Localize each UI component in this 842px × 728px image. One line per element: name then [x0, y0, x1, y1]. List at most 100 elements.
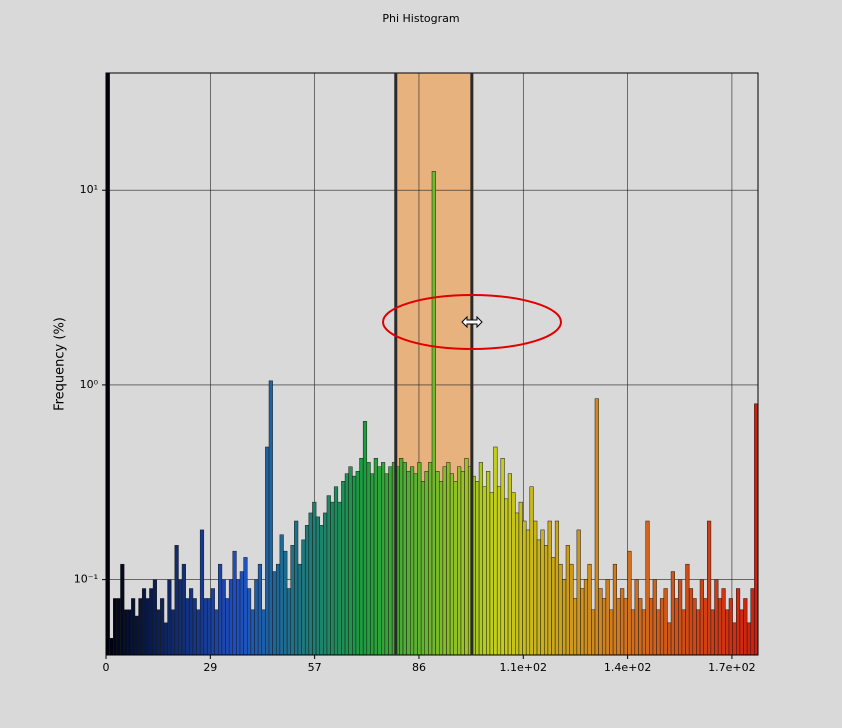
- bar: [562, 579, 567, 655]
- bar: [178, 579, 183, 655]
- bar: [123, 609, 128, 655]
- bar: [489, 492, 494, 655]
- bar: [670, 571, 675, 655]
- bar: [500, 458, 505, 655]
- bar: [707, 520, 712, 655]
- bar: [377, 466, 382, 655]
- bar: [381, 462, 386, 655]
- bar: [131, 598, 136, 655]
- bar: [402, 462, 407, 655]
- bar: [167, 579, 172, 655]
- bar: [232, 550, 237, 655]
- bar: [152, 579, 157, 655]
- bar: [112, 598, 118, 655]
- bar: [663, 588, 668, 655]
- bar: [352, 475, 357, 655]
- bar: [641, 609, 646, 655]
- bar: [692, 598, 697, 655]
- bar: [583, 579, 589, 655]
- bar: [507, 473, 512, 655]
- bar: [649, 598, 654, 655]
- bar: [333, 486, 339, 655]
- bar: [149, 588, 154, 655]
- bar: [189, 588, 194, 655]
- chart-title: Phi Histogram: [382, 12, 459, 25]
- bar: [192, 598, 197, 655]
- plot-frame: [105, 72, 759, 656]
- bar: [547, 520, 552, 655]
- bar: [515, 512, 520, 655]
- bar: [464, 458, 469, 655]
- bar: [529, 486, 534, 655]
- bar: [634, 579, 639, 655]
- x-tick-label: 57: [308, 661, 322, 674]
- bar: [247, 588, 252, 655]
- x-tick-label: 29: [203, 661, 217, 674]
- bar: [174, 545, 179, 655]
- x-tick-label: 1.4e+02: [604, 661, 651, 674]
- bar: [630, 609, 636, 655]
- bar: [540, 529, 545, 655]
- resize-cursor: [461, 315, 483, 329]
- bar: [558, 563, 563, 655]
- bar: [116, 598, 121, 655]
- bar: [373, 458, 378, 655]
- bar: [627, 550, 632, 655]
- y-axis-label: Frequency (%): [53, 317, 68, 411]
- bar: [554, 520, 560, 655]
- bar: [453, 481, 458, 655]
- bar: [250, 609, 255, 655]
- bar: [366, 462, 371, 655]
- bar: [656, 609, 661, 655]
- bar: [587, 563, 592, 655]
- bar: [591, 609, 596, 655]
- bar: [370, 473, 375, 655]
- bar: [645, 520, 650, 655]
- bar: [199, 529, 205, 655]
- bar: [580, 588, 585, 655]
- y-tick-label: 10⁰: [80, 378, 99, 391]
- bar: [525, 529, 531, 655]
- bar: [225, 598, 230, 655]
- bar: [544, 545, 549, 655]
- bar: [522, 520, 527, 655]
- bar: [254, 579, 259, 655]
- x-tick-label: 1.1e+02: [500, 661, 547, 674]
- bar: [265, 446, 270, 655]
- bar: [239, 571, 244, 655]
- bar: [504, 498, 509, 655]
- bar: [290, 545, 295, 655]
- bar: [681, 609, 686, 655]
- bar: [388, 466, 393, 655]
- bar: [569, 563, 574, 655]
- x-tick-label: 1.7e+02: [708, 661, 755, 674]
- bar: [312, 501, 317, 655]
- bar: [228, 579, 234, 655]
- bar: [576, 529, 581, 655]
- bar: [297, 563, 302, 655]
- bar: [384, 473, 389, 655]
- bar: [272, 571, 277, 655]
- bar: [362, 421, 368, 655]
- bar: [685, 563, 690, 655]
- bar: [533, 520, 538, 655]
- bar: [145, 598, 150, 655]
- bar: [301, 539, 306, 655]
- overlay: [394, 73, 474, 655]
- bar: [417, 462, 422, 655]
- bar: [214, 609, 219, 655]
- bar: [120, 563, 125, 655]
- bar: [326, 495, 331, 655]
- bar: [746, 622, 752, 655]
- bar: [236, 579, 241, 655]
- bar: [486, 471, 491, 655]
- bar: [478, 462, 483, 655]
- bar: [674, 598, 679, 655]
- bar: [279, 534, 284, 655]
- bar: [736, 588, 741, 655]
- bar: [286, 588, 291, 655]
- bar: [696, 609, 701, 655]
- bar: [294, 520, 299, 655]
- bar: [257, 563, 263, 655]
